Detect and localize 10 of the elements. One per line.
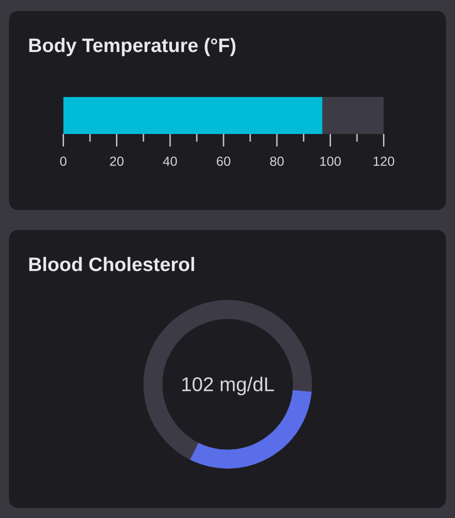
x-tick-label: 40 [163, 156, 177, 166]
x-tick-label: 80 [270, 156, 284, 166]
x-tick-label: 100 [320, 156, 341, 166]
x-tick-label: 60 [216, 156, 230, 166]
chart-title: Blood Cholesterol [29, 256, 194, 272]
x-tick-label: 20 [110, 156, 124, 166]
x-tick-label: 120 [374, 156, 394, 166]
chart-title: Body Temperature (°F) [29, 38, 236, 56]
x-tick-label: 0 [60, 156, 66, 166]
text: 102 mg/dL [182, 376, 274, 396]
